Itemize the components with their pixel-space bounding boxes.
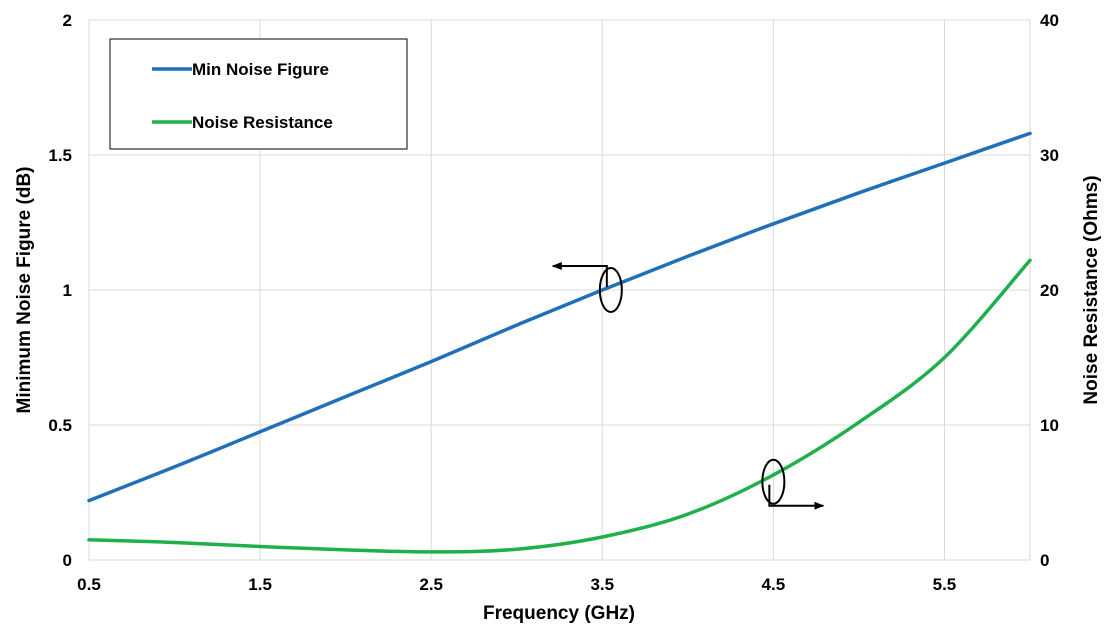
y-right-tick-label: 10 xyxy=(1040,416,1059,435)
x-tick-label: 5.5 xyxy=(933,575,957,594)
legend: Min Noise Figure Noise Resistance xyxy=(109,38,408,150)
legend-label-min-noise-figure: Min Noise Figure xyxy=(192,60,329,79)
y-left-tick-label: 1 xyxy=(63,281,72,300)
y-right-tick-label: 40 xyxy=(1040,11,1059,30)
x-tick-label: 2.5 xyxy=(419,575,443,594)
y-right-tick-label: 0 xyxy=(1040,551,1049,570)
annotation-ellipse-noise-resistance xyxy=(761,458,786,505)
annotation-ellipse-min-noise-figure xyxy=(598,267,623,313)
series-layer xyxy=(87,131,1032,554)
y-left-tick-label: 0 xyxy=(63,551,72,570)
y-right-tick-label: 20 xyxy=(1040,281,1059,300)
y-left-axis-title: Minimum Noise Figure (dB) xyxy=(14,167,35,414)
x-tick-label: 0.5 xyxy=(77,575,101,594)
y-right-tick-label: 30 xyxy=(1040,146,1059,165)
legend-box xyxy=(109,38,408,150)
annotation-arrow-noise-resistance xyxy=(768,484,825,510)
x-axis-title: Frequency (GHz) xyxy=(483,603,635,624)
x-tick-label: 4.5 xyxy=(762,575,786,594)
y-left-tick-label: 0.5 xyxy=(48,416,72,435)
series-line-min-noise-figure xyxy=(87,131,1032,503)
annotation-arrow-min-noise-figure xyxy=(551,262,608,287)
plot-frame xyxy=(88,19,1031,561)
annotations xyxy=(551,262,825,510)
series-line-noise-resistance xyxy=(87,258,1032,554)
x-tick-label: 1.5 xyxy=(248,575,272,594)
y-right-axis-title: Noise Resistance (Ohms) xyxy=(1081,175,1102,404)
y-left-tick-label: 1.5 xyxy=(48,146,72,165)
legend-label-noise-resistance: Noise Resistance xyxy=(192,113,333,132)
y-left-tick-label: 2 xyxy=(63,11,72,30)
x-tick-label: 3.5 xyxy=(590,575,614,594)
